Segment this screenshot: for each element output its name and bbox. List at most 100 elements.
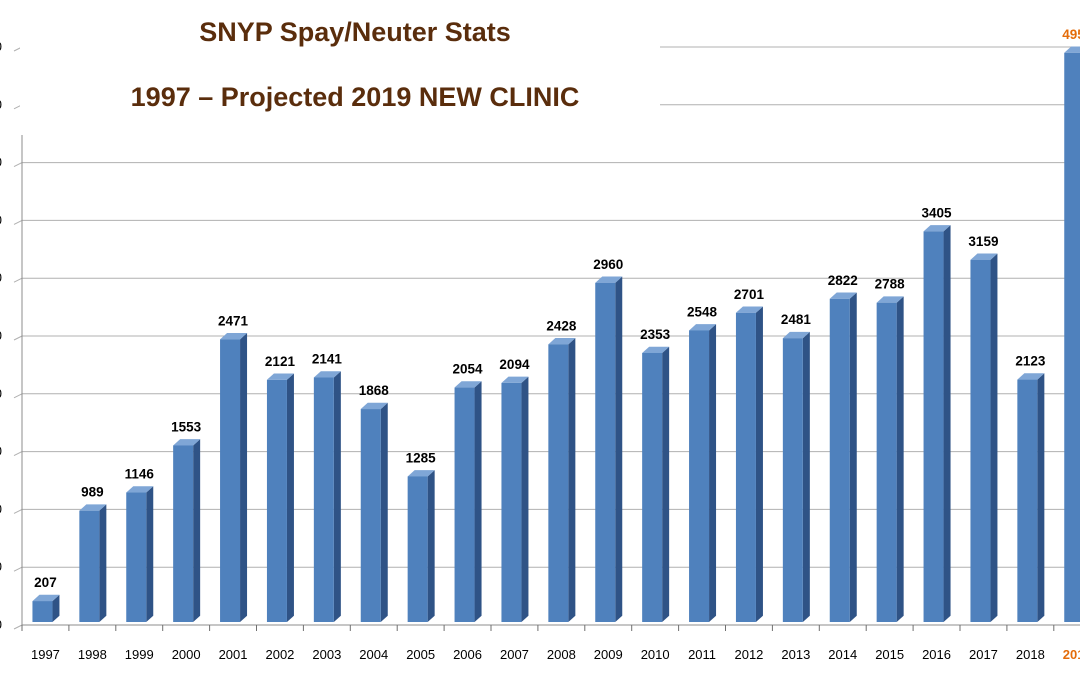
gridline-perspective [13, 508, 23, 514]
bar-top [126, 486, 154, 493]
bar-2016 [923, 225, 951, 622]
data-label-2007: 2094 [499, 357, 530, 372]
data-label-2004: 1868 [359, 383, 390, 398]
bar-front [1017, 379, 1038, 622]
bar-front [970, 259, 991, 622]
x-axis: 1997 1998 1999 2000 2001 2002 2003 2004 2005 2006… [21, 624, 1080, 662]
gridline-perspective [13, 451, 23, 457]
data-label-2015: 2788 [875, 277, 906, 292]
data-label-2006: 2054 [453, 362, 484, 377]
bar-top [313, 371, 341, 378]
bar-side [943, 225, 951, 622]
bar-side [52, 594, 60, 622]
x-tick-label-2002: 2002 [265, 647, 294, 662]
bar-1997 [32, 594, 60, 622]
bar-front [454, 387, 475, 622]
bar-2012 [735, 306, 763, 622]
data-label-2000: 1553 [171, 419, 202, 434]
data-labels: 207 989 1146 1553 2471 2121 2141 1868 1285 2054 20… [34, 27, 1080, 590]
data-label-2011: 2548 [687, 304, 718, 319]
bar-side [333, 371, 341, 622]
x-tick-label-2007: 2007 [500, 647, 529, 662]
y-tick-label: 1500 [0, 444, 2, 459]
bar-top [689, 324, 717, 331]
bar-side [709, 324, 717, 622]
bar-top [1064, 46, 1080, 53]
bar-front [923, 231, 944, 622]
data-label-2016: 3405 [922, 205, 953, 220]
bar-2017 [970, 253, 998, 623]
bar-side [802, 331, 810, 622]
y-tick-label: 500 [0, 559, 2, 574]
gridline-perspective [13, 624, 23, 630]
x-tick-label-1999: 1999 [125, 647, 154, 662]
bar-2003 [313, 371, 341, 622]
y-axis: 0 500 1000 1500 2000 2500 3000 3500 4000 4500 5000 [0, 39, 23, 632]
bar-2010 [642, 346, 670, 622]
x-tick-label-2001: 2001 [219, 647, 248, 662]
bar-2002 [266, 373, 294, 622]
chart-titles: SNYP Spay/Neuter Stats 1997 – Projected … [20, 0, 660, 135]
x-tick-label-2011: 2011 [688, 647, 716, 662]
bar-front [782, 338, 803, 622]
x-tick-label-2016: 2016 [922, 647, 951, 662]
bar-front [32, 601, 53, 622]
data-label-1999: 1146 [125, 467, 155, 482]
bar-front [1064, 52, 1080, 622]
data-label-2014: 2822 [828, 273, 858, 288]
bar-side [990, 253, 998, 623]
data-label-2008: 2428 [546, 318, 577, 333]
x-tick-label-2010: 2010 [641, 647, 670, 662]
bar-2008 [548, 338, 576, 622]
bar-top [642, 346, 670, 353]
chart-title: SNYP Spay/Neuter Stats [199, 17, 511, 47]
x-tick-label-2009: 2009 [594, 647, 623, 662]
data-label-2010: 2353 [640, 327, 671, 342]
x-tick-label-2006: 2006 [453, 647, 482, 662]
gridline-perspective [13, 335, 23, 341]
data-label-2002: 2121 [265, 354, 296, 369]
bar-side [146, 486, 154, 622]
x-tick-label-2013: 2013 [781, 647, 810, 662]
bar-side [286, 373, 294, 622]
x-tick-label-1997: 1997 [31, 647, 60, 662]
gridline-perspective [13, 219, 23, 225]
data-label-2009: 2960 [593, 257, 623, 272]
y-tick-label: 3000 [0, 270, 2, 285]
bar-side [474, 381, 482, 622]
bar-front [173, 445, 194, 622]
bar-2011 [689, 324, 717, 622]
y-tick-label: 3500 [0, 212, 2, 227]
data-label-1997: 207 [34, 575, 57, 590]
bar-side [380, 402, 388, 622]
bar-front [876, 302, 897, 622]
bar-top [548, 338, 576, 345]
bar-front [266, 379, 287, 622]
bar-1998 [79, 504, 107, 622]
x-tick-label-2012: 2012 [734, 647, 763, 662]
bar-front [501, 382, 522, 622]
bar-top [501, 376, 529, 383]
x-tick-label-2000: 2000 [172, 647, 201, 662]
gridline-perspective [13, 566, 23, 572]
bar-front [79, 510, 100, 622]
chart-subtitle: 1997 – Projected 2019 NEW CLINIC [131, 82, 580, 112]
gridline-perspective [13, 393, 23, 399]
bar-2018 [1017, 373, 1045, 622]
x-tick-label-2017: 2017 [969, 647, 998, 662]
bar-side [521, 376, 529, 622]
bar-top [360, 402, 388, 410]
bar-top [970, 253, 998, 260]
bar-front [829, 298, 850, 622]
bars [32, 46, 1080, 623]
bar-2009 [595, 276, 623, 622]
x-tick-label-2004: 2004 [359, 647, 388, 662]
y-tick-label: 4000 [0, 155, 2, 170]
x-tick-label-1998: 1998 [78, 647, 107, 662]
bar-front [595, 282, 616, 622]
data-label-2017: 3159 [968, 234, 998, 249]
bar-top [923, 225, 951, 232]
bar-top [266, 373, 294, 380]
data-label-2005: 1285 [406, 450, 437, 465]
bar-front [360, 409, 381, 622]
